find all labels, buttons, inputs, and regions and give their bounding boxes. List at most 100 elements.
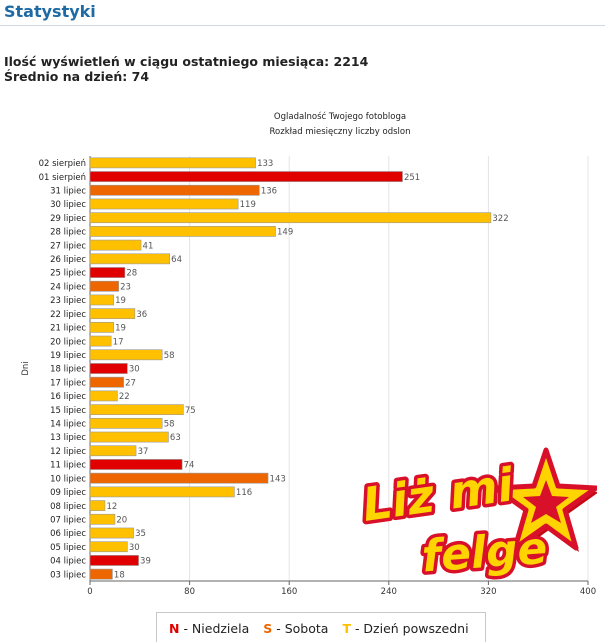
- category-label: 25 lipiec: [50, 269, 86, 279]
- category-label: 16 lipiec: [50, 392, 86, 402]
- x-tick-label: 240: [381, 587, 397, 597]
- x-tick-label: 400: [580, 587, 596, 597]
- bar: [89, 171, 403, 182]
- bar: [89, 486, 235, 498]
- bar: [89, 431, 169, 443]
- bar-value-label: 30: [129, 543, 140, 553]
- bar: [89, 555, 139, 566]
- bar-value-label: 28: [126, 269, 137, 279]
- chart-title: Ogladalność Twojego fotobloga: [274, 111, 406, 122]
- bar: [89, 376, 124, 388]
- category-label: 14 lipiec: [50, 420, 86, 430]
- views-bar-chart: Ogladalność Twojego fotobloga Rozkład mie…: [21, 111, 596, 597]
- category-label: 31 lipiec: [50, 186, 86, 196]
- category-label: 27 lipiec: [50, 241, 86, 251]
- bar: [89, 294, 114, 306]
- logo-star-inner: [523, 480, 569, 523]
- legend-item: N - Niedziela: [169, 621, 249, 636]
- category-label: 23 lipiec: [50, 296, 86, 306]
- legend-label: - Sobota: [272, 621, 329, 636]
- chart-legend: N - Niedziela S - Sobota T - Dzień powszed…: [156, 612, 486, 642]
- page-title: Statystyki: [4, 2, 96, 21]
- bar-value-label: 35: [135, 529, 146, 539]
- category-label: 24 lipiec: [50, 282, 86, 292]
- bar-value-label: 251: [404, 173, 420, 183]
- category-label: 09 lipiec: [50, 488, 86, 498]
- category-label: 05 lipiec: [50, 543, 86, 553]
- category-label: 28 lipiec: [50, 228, 86, 238]
- logo-text-line1: Liż mi: [359, 457, 518, 532]
- bar: [89, 239, 142, 251]
- bar-value-label: 58: [164, 351, 175, 361]
- category-label: 07 lipiec: [50, 516, 86, 526]
- monthly-views-text: Ilość wyświetleń w ciągu ostatniego mies…: [4, 54, 369, 69]
- bar: [89, 253, 170, 265]
- x-tick-label: 160: [281, 587, 297, 597]
- category-label: 06 lipiec: [50, 529, 86, 539]
- category-label: 15 lipiec: [50, 406, 86, 416]
- bar: [89, 226, 276, 237]
- category-label: 26 lipiec: [50, 255, 86, 265]
- chart-subtitle: Rozkład miesięczny liczby odslon: [270, 127, 411, 137]
- bar-value-label: 19: [115, 296, 126, 306]
- bar-value-label: 12: [106, 502, 117, 512]
- category-label: 30 lipiec: [50, 200, 86, 210]
- legend-key: S: [263, 621, 273, 636]
- bar-value-label: 119: [240, 200, 256, 210]
- category-label: 22 lipiec: [50, 310, 86, 320]
- legend-key: N: [169, 621, 180, 636]
- bar-value-label: 64: [171, 255, 182, 265]
- bar: [89, 527, 134, 539]
- bar: [89, 335, 112, 347]
- bar-value-label: 58: [164, 420, 175, 430]
- bar-value-label: 74: [184, 461, 195, 471]
- category-label: 03 lipiec: [50, 570, 86, 580]
- stats-summary: Ilość wyświetleń w ciągu ostatniego mies…: [4, 54, 368, 84]
- bar: [89, 445, 137, 457]
- category-label: 18 lipiec: [50, 365, 86, 375]
- bar: [89, 349, 163, 361]
- bar-value-label: 39: [140, 557, 151, 567]
- bar-value-label: 17: [113, 337, 124, 347]
- bar-value-label: 22: [119, 392, 130, 402]
- legend-key: T: [342, 621, 351, 636]
- bar-value-label: 23: [120, 282, 131, 292]
- category-label: 12 lipiec: [50, 447, 86, 457]
- bar: [89, 321, 114, 333]
- bar-value-label: 37: [138, 447, 149, 457]
- bar-value-label: 75: [185, 406, 196, 416]
- bar: [89, 404, 184, 416]
- bar-value-label: 41: [143, 241, 154, 251]
- daily-average-text: Średnio na dzień: 74: [4, 69, 150, 84]
- bar-value-label: 36: [136, 310, 147, 320]
- category-label: 10 lipiec: [50, 474, 86, 484]
- bar: [89, 417, 163, 429]
- bar: [89, 568, 113, 580]
- category-label: 20 lipiec: [50, 337, 86, 347]
- bar: [89, 212, 492, 224]
- bar: [89, 472, 269, 484]
- bar: [89, 308, 136, 320]
- header-divider: [0, 25, 605, 26]
- bar-value-label: 18: [114, 570, 125, 580]
- legend-item: T - Dzień powszedni: [342, 621, 468, 636]
- bar: [89, 280, 119, 292]
- x-tick-label: 80: [184, 587, 195, 597]
- category-label: 01 sierpień: [39, 173, 86, 183]
- bar: [89, 198, 239, 210]
- page-header: Statystyki: [0, 0, 605, 28]
- category-label: 04 lipiec: [50, 557, 86, 567]
- bar: [89, 500, 106, 511]
- bar: [89, 267, 126, 278]
- bar-value-label: 133: [257, 159, 273, 169]
- bar-value-label: 27: [125, 378, 136, 388]
- category-label: 17 lipiec: [50, 378, 86, 388]
- bar-value-label: 20: [116, 516, 127, 526]
- bar-value-label: 19: [115, 324, 126, 334]
- bar-value-label: 116: [236, 488, 252, 498]
- bar: [89, 184, 260, 196]
- category-label: 08 lipiec: [50, 502, 86, 512]
- x-tick-label: 0: [87, 587, 92, 597]
- category-label: 02 sierpień: [39, 159, 86, 169]
- bar-value-label: 63: [170, 433, 181, 443]
